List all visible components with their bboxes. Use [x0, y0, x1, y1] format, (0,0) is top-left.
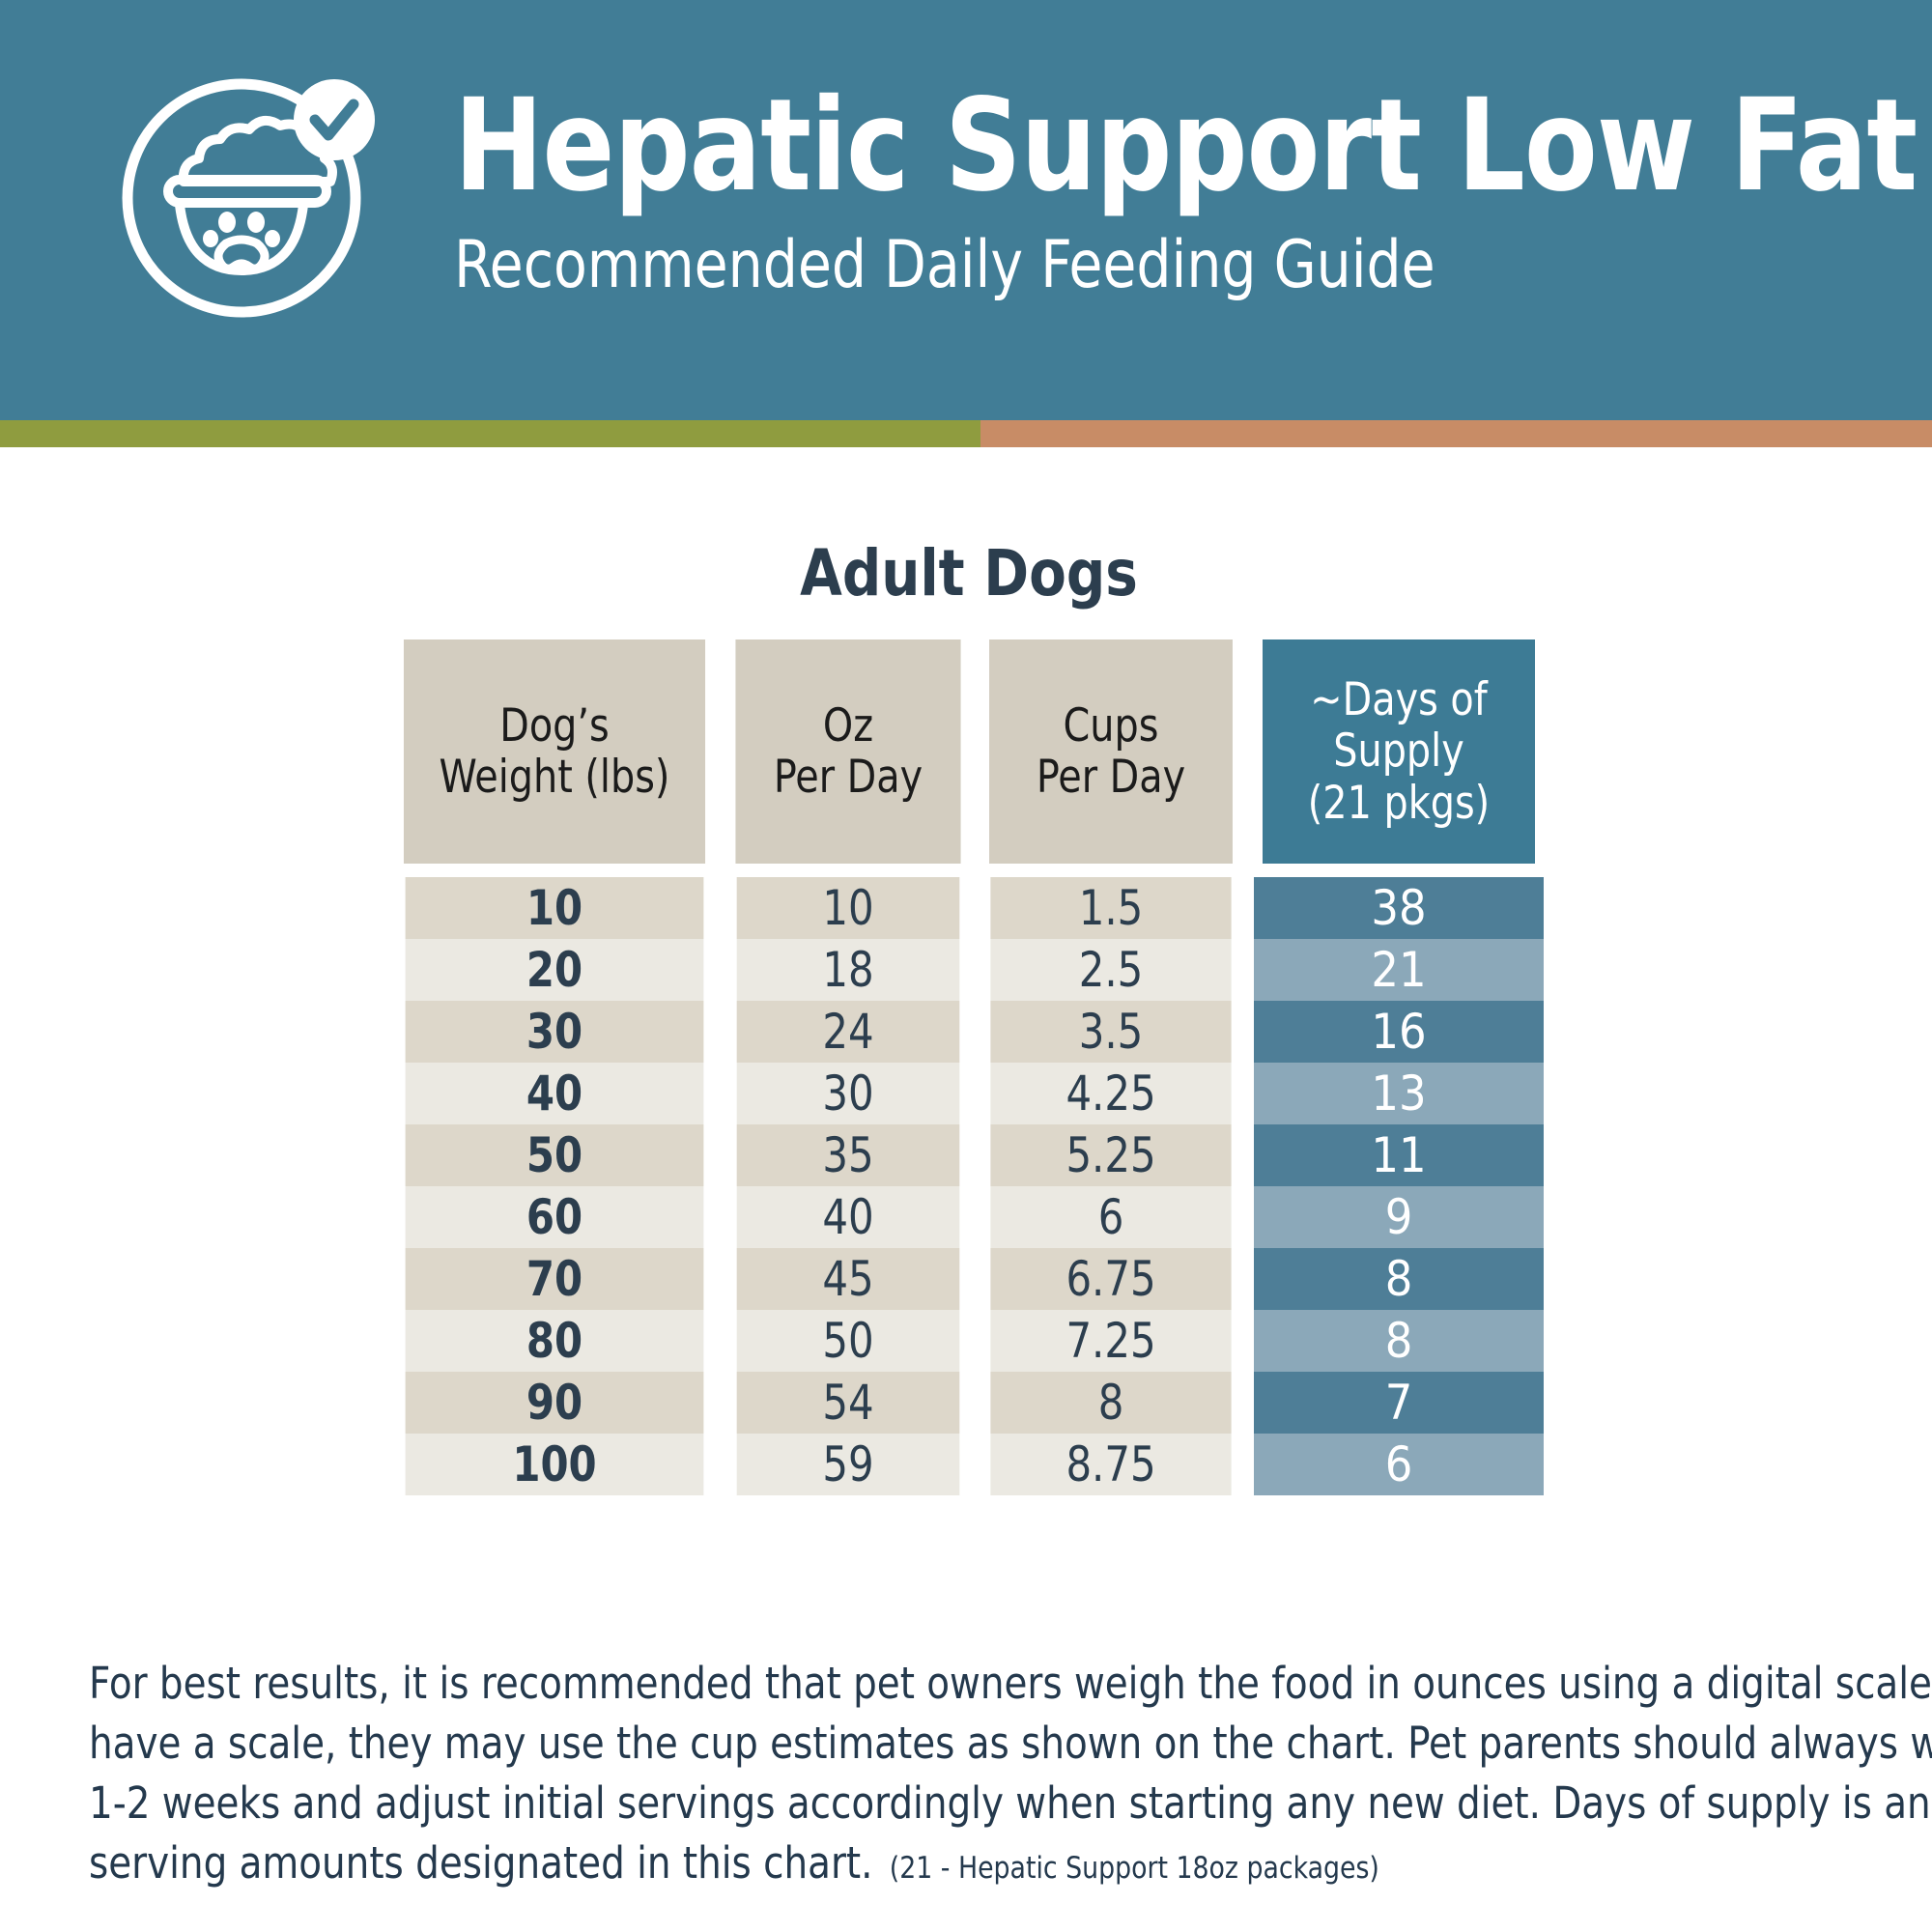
cell-weight: 60: [405, 1186, 704, 1248]
cell-days: 9: [1254, 1186, 1544, 1248]
page-header: Hepatic Support Low Fat Recommended Dail…: [0, 0, 1932, 420]
cell-weight: 20: [405, 939, 704, 1001]
cell-oz: 30: [736, 1063, 960, 1124]
column-header-weight-line2: Weight (lbs): [439, 751, 670, 804]
footnote-line-4-main: serving amounts designated in this chart…: [89, 1837, 873, 1889]
feeding-table: Dog’s Weight (lbs) Oz Per Day Cups Per D…: [394, 639, 1544, 1495]
column-header-cups: Cups Per Day: [989, 639, 1233, 864]
cell-cups: 5.25: [990, 1124, 1232, 1186]
cell-cups: 6.75: [990, 1248, 1232, 1310]
footnote: For best results, it is recommended that…: [89, 1654, 1932, 1893]
footnote-line-3: 1-2 weeks and adjust initial servings ac…: [89, 1777, 1932, 1830]
cell-cups: 1.5: [990, 877, 1232, 939]
footnote-line-1: For best results, it is recommended that…: [89, 1658, 1932, 1709]
cell-oz: 59: [736, 1434, 960, 1495]
column-header-days-line2: Supply: [1333, 724, 1464, 779]
column-header-oz-line2: Per Day: [773, 751, 923, 804]
table-row: 30 24 3.5 16: [394, 1001, 1544, 1063]
footnote-line-2: have a scale, they may use the cup estim…: [89, 1718, 1932, 1770]
table-row: 90 54 8 7: [394, 1372, 1544, 1434]
cell-oz: 40: [736, 1186, 960, 1248]
cell-weight: 10: [405, 877, 704, 939]
footnote-package-note: (21 - Hepatic Support 18oz packages): [889, 1851, 1379, 1887]
table-header-row: Dog’s Weight (lbs) Oz Per Day Cups Per D…: [394, 639, 1544, 864]
accent-stripe-olive: [0, 420, 980, 447]
cell-weight: 40: [405, 1063, 704, 1124]
cell-cups: 8: [990, 1372, 1232, 1434]
table-row: 50 35 5.25 11: [394, 1124, 1544, 1186]
cell-days: 8: [1254, 1248, 1544, 1310]
table-row: 80 50 7.25 8: [394, 1310, 1544, 1372]
cell-weight: 30: [405, 1001, 704, 1063]
cell-weight: 90: [405, 1372, 704, 1434]
cell-days: 8: [1254, 1310, 1544, 1372]
cell-oz: 54: [736, 1372, 960, 1434]
table-row: 70 45 6.75 8: [394, 1248, 1544, 1310]
cell-days: 7: [1254, 1372, 1544, 1434]
column-header-weight-line1: Dog’s: [499, 698, 610, 753]
page-title: Hepatic Support Low Fat: [454, 71, 1918, 220]
cell-oz: 35: [736, 1124, 960, 1186]
column-header-days-line3: (21 pkgs): [1307, 776, 1491, 830]
cell-days: 16: [1254, 1001, 1544, 1063]
cell-oz: 18: [736, 939, 960, 1001]
accent-stripe-terracotta: [980, 420, 1932, 447]
cell-cups: 2.5: [990, 939, 1232, 1001]
column-header-oz: Oz Per Day: [735, 639, 961, 864]
cell-days: 13: [1254, 1063, 1544, 1124]
cell-weight: 100: [405, 1434, 704, 1495]
cell-days: 38: [1254, 877, 1544, 939]
table-row: 100 59 8.75 6: [394, 1434, 1544, 1495]
table-row: 60 40 6 9: [394, 1186, 1544, 1248]
accent-stripe: [0, 420, 1932, 447]
cell-oz: 45: [736, 1248, 960, 1310]
cell-cups: 3.5: [990, 1001, 1232, 1063]
cell-oz: 10: [736, 877, 960, 939]
cell-cups: 4.25: [990, 1063, 1232, 1124]
table-row: 10 10 1.5 38: [394, 877, 1544, 939]
column-header-oz-line1: Oz: [822, 698, 874, 753]
cell-oz: 50: [736, 1310, 960, 1372]
cell-weight: 70: [405, 1248, 704, 1310]
column-header-cups-line1: Cups: [1063, 698, 1159, 753]
dog-food-bowl-check-icon: [114, 68, 394, 328]
column-header-cups-line2: Per Day: [1036, 751, 1186, 804]
section-title: Adult Dogs: [800, 536, 1138, 611]
column-header-days-line1: ~Days of: [1310, 673, 1488, 727]
table-body: 10 10 1.5 38 20 18 2.5 21 30 24 3.5 16 4…: [394, 877, 1544, 1495]
cell-days: 6: [1254, 1434, 1544, 1495]
footnote-line-4: serving amounts designated in this chart…: [89, 1833, 1786, 1893]
column-header-weight: Dog’s Weight (lbs): [403, 639, 706, 864]
cell-weight: 80: [405, 1310, 704, 1372]
cell-cups: 8.75: [990, 1434, 1232, 1495]
cell-days: 11: [1254, 1124, 1544, 1186]
cell-oz: 24: [736, 1001, 960, 1063]
cell-cups: 7.25: [990, 1310, 1232, 1372]
cell-cups: 6: [990, 1186, 1232, 1248]
header-text-block: Hepatic Support Low Fat Recommended Dail…: [454, 71, 1918, 303]
column-header-days-of-supply: ~Days of Supply (21 pkgs): [1263, 639, 1535, 864]
table-row: 20 18 2.5 21: [394, 939, 1544, 1001]
page-subtitle: Recommended Daily Feeding Guide: [454, 227, 1435, 303]
cell-weight: 50: [405, 1124, 704, 1186]
table-row: 40 30 4.25 13: [394, 1063, 1544, 1124]
cell-days: 21: [1254, 939, 1544, 1001]
